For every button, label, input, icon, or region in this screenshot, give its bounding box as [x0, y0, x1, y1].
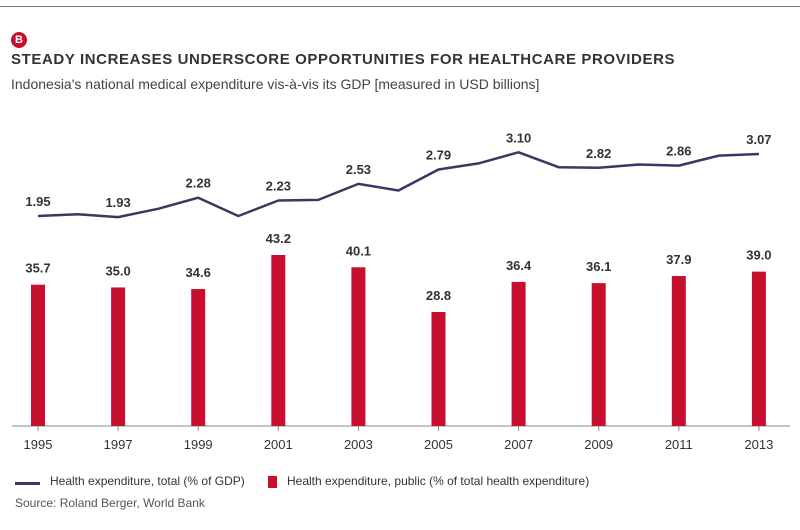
bar-1997 — [111, 287, 126, 426]
line-label-2011: 2.86 — [666, 144, 691, 159]
bar-label-2007: 36.4 — [506, 258, 532, 273]
bar-label-2011: 37.9 — [666, 252, 691, 267]
x-tick-label-2001: 2001 — [264, 437, 293, 452]
chart-subtitle: Indonesia's national medical expenditure… — [11, 76, 540, 92]
legend-line-swatch — [15, 482, 40, 485]
bar-label-2013: 39.0 — [746, 248, 771, 263]
bar-label-2005: 28.8 — [426, 288, 451, 303]
x-tick-label-2005: 2005 — [424, 437, 453, 452]
bar-2001 — [271, 255, 286, 426]
x-tick-label-1997: 1997 — [104, 437, 133, 452]
x-tick-label-2013: 2013 — [744, 437, 773, 452]
line-label-2013: 3.07 — [746, 132, 771, 147]
bar-label-2003: 40.1 — [346, 243, 371, 258]
x-tick-label-1999: 1999 — [184, 437, 213, 452]
line-label-1999: 2.28 — [186, 176, 211, 191]
bar-label-2009: 36.1 — [586, 259, 611, 274]
line-label-2003: 2.53 — [346, 162, 371, 177]
bar-2007 — [511, 281, 526, 426]
legend-line-label: Health expenditure, total (% of GDP) — [50, 474, 245, 488]
source-note: Source: Roland Berger, World Bank — [15, 496, 205, 510]
bar-label-2001: 43.2 — [266, 231, 291, 246]
line-total-health-expenditure — [37, 151, 759, 219]
line-label-2001: 2.23 — [266, 178, 291, 193]
line-label-2009: 2.82 — [586, 146, 611, 161]
bar-2005 — [431, 312, 446, 426]
legend-bar-label: Health expenditure, public (% of total h… — [287, 474, 590, 488]
x-tick-label-2003: 2003 — [344, 437, 373, 452]
line-label-1995: 1.95 — [25, 194, 50, 209]
bar-2009 — [591, 283, 606, 426]
bar-1999 — [191, 289, 206, 426]
x-tick-label-2011: 2011 — [665, 437, 693, 452]
x-tick-label-2009: 2009 — [584, 437, 613, 452]
bar-label-1997: 35.0 — [105, 263, 130, 278]
x-tick-label-1995: 1995 — [24, 437, 53, 452]
bar-2003 — [351, 267, 366, 426]
figure-badge: B — [11, 32, 27, 48]
x-tick-label-2007: 2007 — [504, 437, 533, 452]
bar-label-1995: 35.7 — [25, 261, 50, 276]
top-rule — [0, 6, 800, 7]
bar-1995 — [31, 284, 45, 426]
bar-2011 — [671, 275, 686, 426]
legend-bar-swatch — [268, 476, 277, 488]
line-label-1997: 1.93 — [105, 195, 130, 210]
chart-area: 35.7 35.0 34.6 43.2 40.1 28.8 36.4 36.1 37.9 39.0… — [12, 130, 790, 452]
bar-label-1999: 34.6 — [186, 265, 211, 280]
line-label-2005: 2.79 — [426, 147, 451, 162]
line-label-2007: 3.10 — [506, 130, 531, 145]
chart-title: STEADY INCREASES UNDERSCORE OPPORTUNITIE… — [11, 51, 676, 68]
bar-2013 — [751, 271, 766, 426]
